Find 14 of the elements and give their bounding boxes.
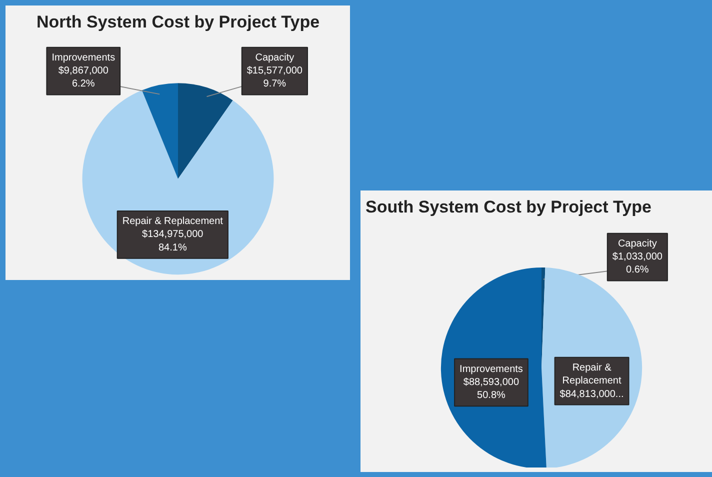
data-label: $15,577,000 9.7% [246,66,303,90]
data-label: $134,975,000 84.1% [142,229,204,254]
slice-label: Improvements [52,52,116,64]
data-label: $9,867,000 6.2% [58,66,109,90]
slice-label: Repair & Replacement [122,216,224,227]
slice-label: Capacity [618,238,657,250]
slice-label: Repair & Replacement [562,362,622,387]
data-label: $88,593,000 50.8% [463,376,520,402]
data-label: $84,813,000... [560,388,624,400]
slice-label: Capacity [255,52,294,64]
chart-title: North System Cost by Project Type [36,12,320,32]
data-label: $1,033,000 0.6% [612,252,663,276]
chart-title: South System Cost by Project Type [366,198,652,216]
slice-label: Improvements [460,364,523,375]
